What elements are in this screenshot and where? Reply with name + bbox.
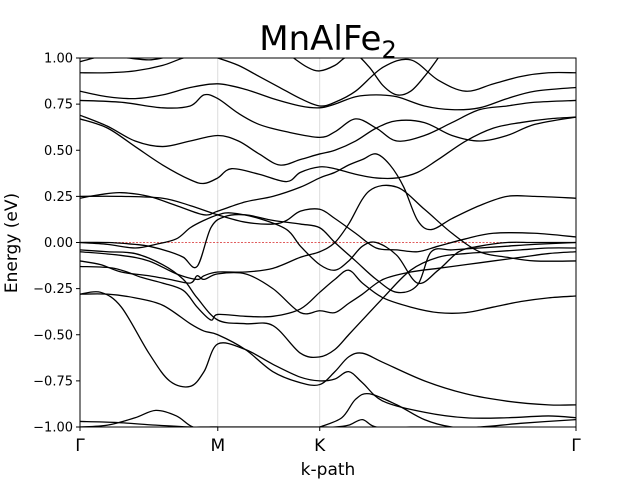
y-tick-label: −0.75	[33, 374, 73, 389]
band-line-12	[80, 195, 576, 253]
x-tick-label: M	[210, 436, 225, 456]
x-tick-label: Γ	[75, 436, 85, 456]
band-line-16	[80, 93, 576, 142]
y-tick-label: 0.75	[44, 98, 73, 113]
band-line-7	[80, 265, 576, 321]
x-tick-label: Γ	[571, 436, 581, 456]
y-tick-label: −0.50	[33, 328, 73, 343]
band-line-8	[80, 251, 576, 315]
y-tick-label: 0.25	[44, 190, 73, 205]
band-line-15	[80, 114, 576, 166]
chart-title-main: MnAlFe	[259, 19, 381, 59]
band-line-5	[80, 293, 576, 406]
x-tick-label: K	[314, 436, 326, 456]
band-line-6	[80, 247, 576, 359]
band-line-18	[80, 58, 576, 107]
y-tick-label: 0.00	[44, 236, 73, 251]
x-axis-label: k-path	[301, 460, 356, 480]
band-line-4	[80, 290, 576, 419]
y-axis-label: Energy (eV)	[2, 193, 22, 293]
band-line-13	[80, 153, 576, 231]
band-line-20	[80, 58, 163, 63]
band-line-2	[80, 409, 218, 427]
band-line-14	[80, 116, 576, 185]
y-tick-label: 0.50	[44, 144, 73, 159]
band-line-10	[80, 212, 576, 285]
band-line-17	[80, 83, 576, 111]
chart-title-subscript: 2	[381, 36, 396, 64]
band-line-19	[293, 58, 439, 96]
band-line-3	[319, 392, 480, 427]
y-tick-label: 1.00	[44, 52, 73, 67]
chart-title: MnAlFe2	[259, 19, 397, 64]
band-line-11	[80, 213, 576, 294]
bands-group	[80, 58, 576, 427]
y-tick-label: −1.00	[33, 421, 73, 436]
y-ticks: −1.00 −0.75 −0.50 −0.25 0.00 0.25 0.50 0.75 1.00	[33, 52, 80, 436]
y-tick-label: −0.25	[33, 282, 73, 297]
